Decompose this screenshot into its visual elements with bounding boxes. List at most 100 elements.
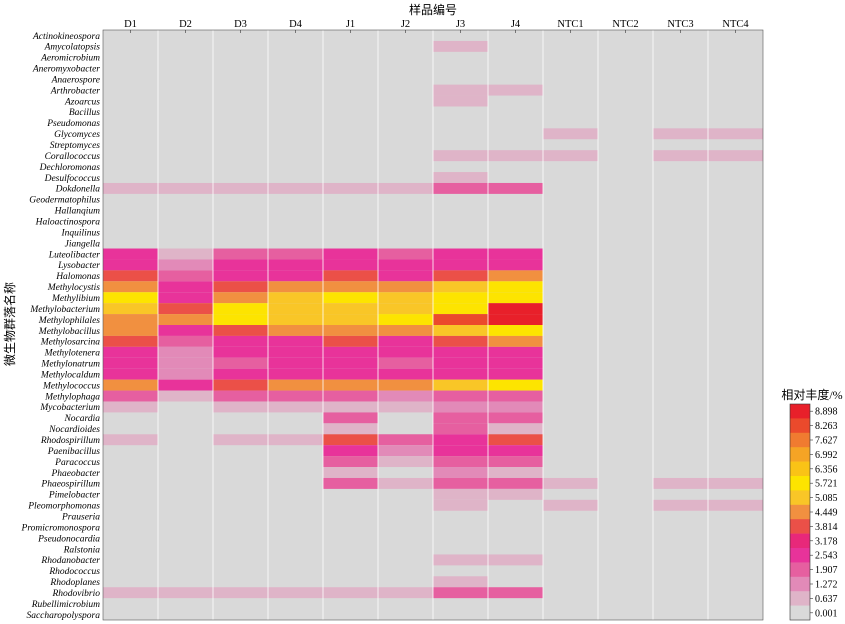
heatmap-cell	[323, 357, 378, 369]
heatmap-cell	[158, 379, 213, 391]
y-tick-label: Glycomyces	[54, 130, 100, 140]
heatmap-cell	[488, 281, 543, 293]
y-tick-label: Methylobacillus	[38, 327, 101, 337]
heatmap-cell	[378, 248, 433, 260]
y-tick-label: Nocardioides	[48, 425, 100, 435]
x-tick-label: J4	[511, 19, 521, 30]
heatmap-cell	[488, 456, 543, 468]
heatmap-cell	[103, 303, 158, 315]
heatmap-cell	[158, 368, 213, 380]
heatmap-cell	[213, 248, 268, 260]
heatmap-cell	[433, 456, 488, 468]
colorbar-tick-label: 0.001	[815, 608, 838, 619]
heatmap-cell	[433, 292, 488, 304]
y-tick-label: Streptomyces	[50, 141, 101, 151]
heatmap-cell	[378, 368, 433, 380]
heatmap-cell	[433, 172, 488, 183]
y-tick-label: Rhodanobacter	[40, 556, 100, 566]
y-tick-label: Saccharopolyspora	[26, 611, 100, 621]
heatmap-cell	[708, 477, 763, 489]
heatmap-cell	[213, 314, 268, 325]
x-tick-label: D1	[124, 19, 137, 30]
heatmap-cell	[488, 325, 543, 336]
y-tick-label: Promicromonospora	[21, 523, 101, 533]
heatmap-cell	[433, 335, 488, 347]
y-tick-label: Pseudonocardia	[37, 534, 100, 544]
heatmap-cell	[433, 379, 488, 391]
heatmap-cell	[323, 423, 378, 435]
heatmap-cell	[213, 292, 268, 304]
y-tick-label: Nocardia	[63, 414, 100, 424]
heatmap-cell	[378, 314, 433, 325]
y-tick-label: Rubellimicrobium	[31, 600, 100, 610]
heatmap-cell	[433, 576, 488, 588]
y-tick-label: Lysobacter	[57, 261, 100, 271]
heatmap-cell	[378, 346, 433, 358]
y-tick-label: Methylotenera	[44, 349, 101, 359]
heatmap-cell	[488, 270, 543, 282]
heatmap-cell	[158, 270, 213, 282]
colorbar-tick-label: 0.637	[815, 594, 838, 605]
heatmap-cell	[213, 379, 268, 391]
colorbar-swatch	[790, 404, 810, 419]
heatmap-cell	[103, 357, 158, 369]
heatmap-cell	[103, 368, 158, 380]
y-tick-label: Paenibacillus	[47, 447, 101, 457]
heatmap-cell	[213, 390, 268, 402]
colorbar-swatch	[790, 418, 810, 434]
heatmap-cell	[268, 303, 323, 315]
colorbar-tick-label: 6.992	[815, 450, 838, 461]
x-tick-label: NTC2	[612, 19, 638, 30]
heatmap-cell	[433, 95, 488, 107]
heatmap-cell	[433, 467, 488, 478]
y-tick-label: Corallococcus	[45, 152, 101, 162]
heatmap-cell	[708, 128, 763, 140]
heatmap-cell	[488, 401, 543, 413]
y-tick-label: Haloactinospora	[35, 218, 101, 228]
heatmap-cell	[433, 434, 488, 446]
heatmap-cell	[378, 303, 433, 315]
y-tick-label: Jiangella	[65, 239, 101, 249]
y-tick-label: Methylobacterium	[29, 305, 100, 315]
heatmap-cell	[433, 281, 488, 293]
y-tick-label: Methylophilales	[38, 316, 101, 326]
heatmap-cell	[268, 182, 323, 194]
colorbar-tick-label: 1.272	[815, 580, 838, 591]
heatmap-cell	[433, 325, 488, 336]
colorbar-swatch	[790, 562, 810, 578]
colorbar-swatch	[790, 605, 810, 621]
heatmap-cell	[378, 259, 433, 271]
heatmap-cell	[213, 182, 268, 194]
plot-frame	[102, 29, 764, 621]
heatmap-cell	[378, 434, 433, 446]
heatmap-cell	[488, 346, 543, 358]
heatmap-cell	[378, 477, 433, 489]
heatmap-cell	[488, 488, 543, 500]
heatmap-cell	[158, 303, 213, 315]
heatmap-cell	[488, 150, 543, 162]
heatmap-cell	[323, 292, 378, 304]
y-tick-label: Rhodovibrio	[52, 589, 101, 599]
y-tick-label: Paracoccus	[54, 458, 100, 468]
heatmap-cell	[268, 368, 323, 380]
heatmap-cell	[378, 390, 433, 402]
heatmap-cell	[433, 248, 488, 260]
y-tick-label: Desulfococcus	[44, 173, 101, 184]
heatmap-cell	[268, 270, 323, 282]
x-tick-label: D4	[289, 19, 303, 30]
y-tick-label: Dechloromonas	[39, 163, 101, 173]
y-tick-label: Dokdonella	[55, 185, 101, 195]
x-tick-labels: D1 D2 D3 D4 J1 J2 J3 J4 NTC1 NTC2 NTC3 NTC4	[124, 19, 749, 33]
heatmap-cell	[488, 445, 543, 457]
colorbar-swatch	[790, 504, 810, 520]
heatmap-cell	[268, 357, 323, 369]
heatmap-cell	[323, 379, 378, 391]
y-tick-label: Luteolibacter	[48, 250, 100, 260]
heatmap-cell	[323, 401, 378, 413]
heatmap-cell	[378, 292, 433, 304]
x-tick-label: J3	[456, 19, 465, 30]
heatmap-cell	[103, 379, 158, 391]
colorbar-tick-label: 5.085	[815, 493, 838, 504]
heatmap-cell	[268, 335, 323, 347]
heatmap-cell	[543, 128, 598, 140]
